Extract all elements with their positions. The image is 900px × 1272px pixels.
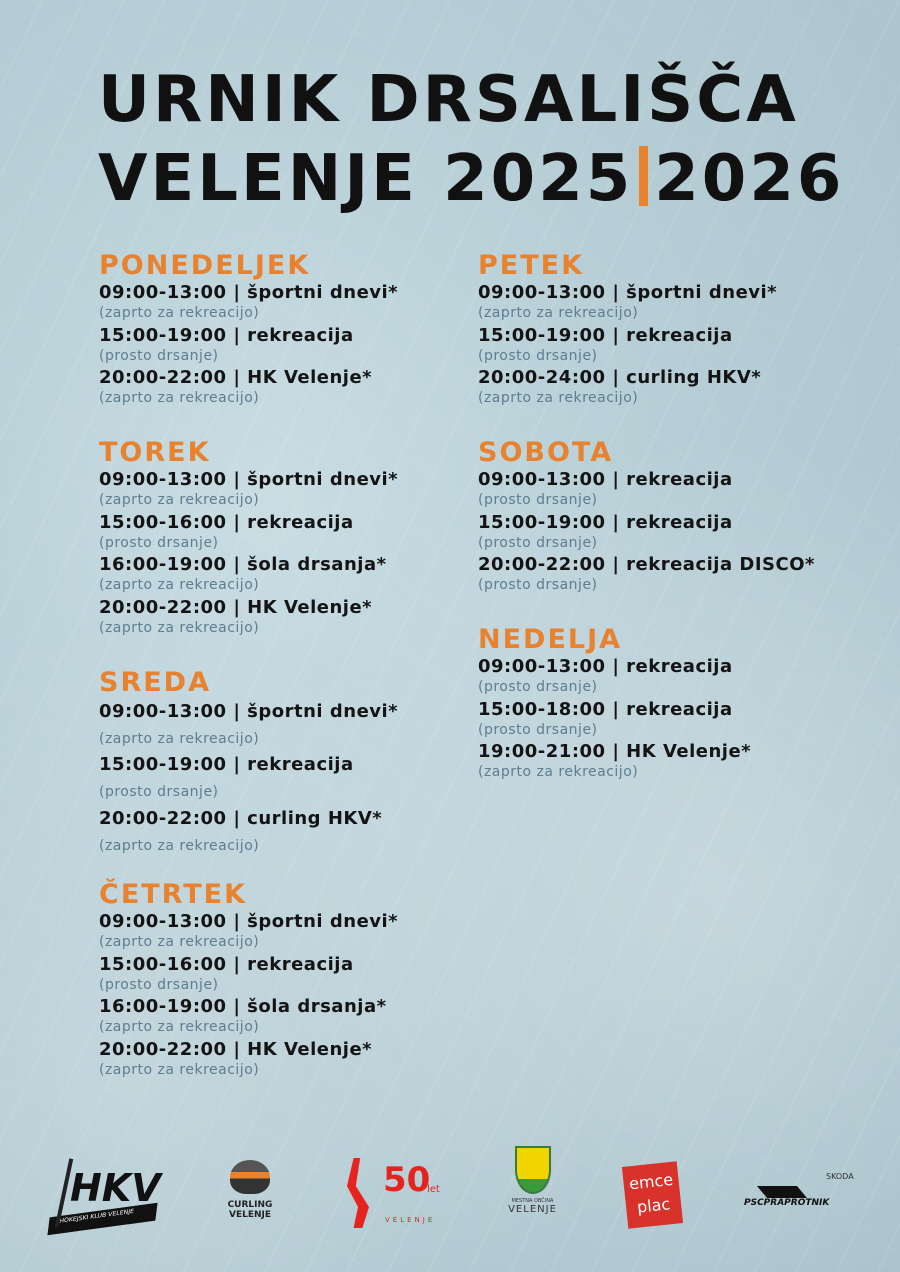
day-heading: PETEK xyxy=(478,250,585,281)
day-heading: TOREK xyxy=(99,437,211,468)
schedule-entry: 15:00-19:00 | rekreacija xyxy=(478,324,733,346)
schedule-entry: 20:00-22:00 | rekreacija DISCO* xyxy=(478,554,815,576)
curling-velenje-logo: CURLING VELENJE xyxy=(215,1148,285,1238)
50-years-logo: 50 let VELENJE xyxy=(345,1158,445,1238)
hkv-logo: HKV HOKEJSKI KLUB VELENJE xyxy=(40,1158,161,1248)
schedule-entry: 09:00-13:00 | športni dnevi* xyxy=(99,911,399,932)
schedule-note: (zaprto za rekreacijo) xyxy=(478,764,639,781)
schedule-note: (prosto drsanje) xyxy=(99,784,219,801)
schedule-note: (prosto drsanje) xyxy=(99,976,219,993)
schedule-entry: 09:00-13:00 | športni dnevi* xyxy=(478,282,778,303)
schedule-entry: 16:00-19:00 | šola drsanja* xyxy=(99,554,387,576)
schedule-entry: 20:00-22:00 | HK Velenje* xyxy=(99,1038,373,1060)
schedule-note: (prosto drsanje) xyxy=(478,721,598,738)
schedule-entry: 20:00-22:00 | HK Velenje* xyxy=(99,367,373,389)
schedule-note: (prosto drsanje) xyxy=(99,534,219,551)
day-heading: ČETRTEK xyxy=(99,879,248,910)
schedule-entry: 20:00-22:00 | curling HKV* xyxy=(99,807,383,829)
schedule-note: (zaprto za rekreacijo) xyxy=(99,492,260,509)
mestna-obcina-velenje-logo: MESTNA OBČINA VELENJE xyxy=(495,1146,570,1241)
schedule-entry: 20:00-22:00 | HK Velenje* xyxy=(99,596,373,618)
schedule-entry: 15:00-16:00 | rekreacija xyxy=(99,953,354,975)
schedule-entry: 09:00-13:00 | rekreacija xyxy=(478,469,733,490)
schedule-entry: 15:00-19:00 | rekreacija xyxy=(99,754,354,776)
title-divider xyxy=(639,146,649,206)
schedule-note: (prosto drsanje) xyxy=(478,679,598,696)
schedule-note: (prosto drsanje) xyxy=(478,577,598,594)
schedule-entry: 19:00-21:00 | HK Velenje* xyxy=(478,741,752,763)
day-heading: SOBOTA xyxy=(478,437,614,468)
title-year-end: 2026 xyxy=(654,142,845,216)
schedule-note: (zaprto za rekreacijo) xyxy=(99,730,260,747)
schedule-note: (prosto drsanje) xyxy=(478,534,598,551)
schedule-entry: 15:00-19:00 | rekreacija xyxy=(478,511,733,533)
schedule-note: (prosto drsanje) xyxy=(478,347,598,364)
schedule-entry: 16:00-19:00 | šola drsanja* xyxy=(99,996,387,1018)
schedule-note: (zaprto za rekreacijo) xyxy=(99,1062,260,1079)
schedule-entry: 15:00-19:00 | rekreacija xyxy=(99,324,354,346)
schedule-note: (zaprto za rekreacijo) xyxy=(99,620,260,637)
day-1: PONEDELJEK 09:00-13:00 | športni dnevi* (z… xyxy=(99,250,398,410)
day-2: TOREK 09:00-13:00 | športni dnevi* (zaprto… xyxy=(99,437,398,639)
schedule-note: (zaprto za rekreacijo) xyxy=(99,1019,260,1036)
schedule-note: (zaprto za rekreacijo) xyxy=(478,390,639,407)
schedule-entry: 20:00-24:00 | curling HKV* xyxy=(478,367,762,389)
title-line-1: URNIK DRSALIŠČA xyxy=(98,63,799,137)
schedule-note: (prosto drsanje) xyxy=(478,492,598,509)
title-year-start: VELENJE 2025 xyxy=(98,142,634,216)
day-heading: SREDA xyxy=(99,667,211,698)
sponsor-logos: HKV HOKEJSKI KLUB VELENJE CURLING VELENJ… xyxy=(0,1140,900,1240)
schedule-note: (zaprto za rekreacijo) xyxy=(99,577,260,594)
schedule-note: (zaprto za rekreacijo) xyxy=(99,305,260,322)
schedule-entry: 15:00-18:00 | rekreacija xyxy=(478,698,733,720)
schedule-entry: 09:00-13:00 | športni dnevi* xyxy=(99,701,399,722)
schedule-note: (zaprto za rekreacijo) xyxy=(99,934,260,951)
schedule-note: (zaprto za rekreacijo) xyxy=(99,390,260,407)
schedule-note: (zaprto za rekreacijo) xyxy=(478,305,639,322)
day-5: PETEK 09:00-13:00 | športni dnevi* (zaprto… xyxy=(478,250,777,410)
psc-praprotnik-logo: SKODA PSCPRAPROTNIK xyxy=(744,1172,854,1208)
day-3: SREDA 09:00-13:00 | športni dnevi* (zaprto… xyxy=(99,667,398,859)
schedule-entry: 09:00-13:00 | rekreacija xyxy=(478,656,733,677)
emce-plac-logo: emce plac xyxy=(621,1161,684,1229)
schedule-entry: 15:00-16:00 | rekreacija xyxy=(99,511,354,533)
day-heading: NEDELJA xyxy=(478,624,623,655)
schedule-note: (prosto drsanje) xyxy=(99,347,219,364)
schedule-entry: 09:00-13:00 | športni dnevi* xyxy=(99,469,399,490)
day-7: NEDELJA 09:00-13:00 | rekreacija (prosto d… xyxy=(478,624,751,784)
schedule-entry: 09:00-13:00 | športni dnevi* xyxy=(99,282,399,303)
day-4: ČETRTEK 09:00-13:00 | športni dnevi* (zapr… xyxy=(99,879,398,1081)
day-heading: PONEDELJEK xyxy=(99,250,311,281)
schedule-note: (zaprto za rekreacijo) xyxy=(99,837,260,854)
day-6: SOBOTA 09:00-13:00 | rekreacija (prosto dr… xyxy=(478,437,815,597)
title-line-2: VELENJE 2025 2026 xyxy=(98,146,844,211)
